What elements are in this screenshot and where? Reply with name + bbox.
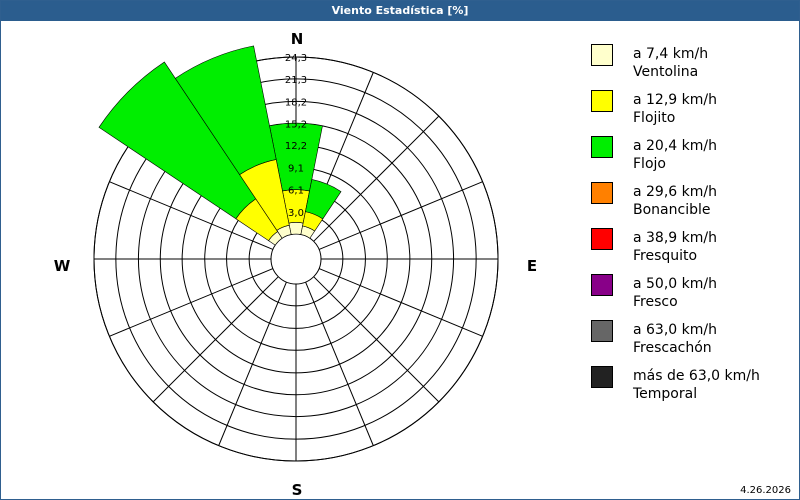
wind-bar-segment <box>269 122 323 192</box>
legend-item: a 63,0 km/h Frescachón <box>589 317 799 363</box>
wind-bar-segment <box>174 45 277 176</box>
legend-label: a 63,0 km/h Frescachón <box>633 321 717 357</box>
grid-spoke <box>305 281 374 446</box>
legend-label: a 38,9 km/h Fresquito <box>633 229 717 265</box>
legend-swatch <box>591 182 613 204</box>
grid-spoke <box>318 181 483 250</box>
legend-label: a 29,6 km/h Bonancible <box>633 183 717 219</box>
legend-swatch <box>591 320 613 342</box>
legend-item: más de 63,0 km/h Temporal <box>589 363 799 409</box>
legend-swatch <box>591 366 613 388</box>
legend-item: a 29,6 km/h Bonancible <box>589 179 799 225</box>
legend-name: Bonancible <box>633 202 711 218</box>
legend: a 7,4 km/h Ventolina a 12,9 km/h Flojito… <box>589 41 799 409</box>
legend-item: a 7,4 km/h Ventolina <box>589 41 799 87</box>
grid-spoke <box>109 181 274 250</box>
legend-name: Flojito <box>633 110 676 126</box>
legend-speed: a 7,4 km/h <box>633 46 709 62</box>
compass-east: E <box>527 257 537 275</box>
grid-spoke <box>152 276 279 403</box>
legend-name: Flojo <box>633 156 666 172</box>
legend-name: Temporal <box>633 386 698 402</box>
radial-tick-label: 24,3 <box>285 53 307 64</box>
legend-speed: a 20,4 km/h <box>633 138 717 154</box>
legend-swatch <box>591 136 613 158</box>
radial-tick-label: 18,2 <box>285 97 307 108</box>
legend-label: más de 63,0 km/h Temporal <box>633 367 760 403</box>
legend-name: Frescachón <box>633 340 712 356</box>
legend-speed: a 63,0 km/h <box>633 322 717 338</box>
wind-bars <box>98 45 342 246</box>
legend-name: Ventolina <box>633 64 699 80</box>
legend-item: a 20,4 km/h Flojo <box>589 133 799 179</box>
legend-label: a 50,0 km/h Fresco <box>633 275 717 311</box>
wind-bar-segment <box>98 61 257 220</box>
legend-swatch <box>591 274 613 296</box>
compass-north: N <box>291 30 304 48</box>
grid-spoke <box>218 281 287 446</box>
wind-rose-chart: 24,3 21,3 18,2 15,2 12,2 9,1 6,1 3,0 N E S W <box>54 30 537 499</box>
legend-speed: más de 63,0 km/h <box>633 368 760 384</box>
radial-tick-label: 12,2 <box>285 141 307 152</box>
grid-spoke <box>313 115 440 242</box>
legend-label: a 7,4 km/h Ventolina <box>633 45 708 81</box>
grid-spoke <box>109 268 274 337</box>
legend-label: a 12,9 km/h Flojito <box>633 91 717 127</box>
legend-item: a 12,9 km/h Flojito <box>589 87 799 133</box>
grid-spoke <box>318 268 483 337</box>
legend-item: a 50,0 km/h Fresco <box>589 271 799 317</box>
legend-speed: a 38,9 km/h <box>633 230 717 246</box>
legend-name: Fresco <box>633 294 678 310</box>
legend-swatch <box>591 44 613 66</box>
legend-swatch <box>591 90 613 112</box>
legend-label: a 20,4 km/h Flojo <box>633 137 717 173</box>
grid-spoke <box>313 276 440 403</box>
legend-item: a 38,9 km/h Fresquito <box>589 225 799 271</box>
chart-date: 4.26.2026 <box>740 485 791 496</box>
radial-tick-label: 9,1 <box>288 164 304 175</box>
radial-tick-labels: 24,3 21,3 18,2 15,2 12,2 9,1 6,1 3,0 <box>285 53 307 219</box>
legend-speed: a 12,9 km/h <box>633 92 717 108</box>
polar-grid <box>93 56 499 462</box>
radial-tick-label: 6,1 <box>288 186 304 197</box>
compass-south: S <box>292 481 303 499</box>
legend-name: Fresquito <box>633 248 698 264</box>
wind-bar-segment <box>305 179 342 220</box>
compass-west: W <box>54 257 71 275</box>
radial-tick-label: 15,2 <box>285 119 307 130</box>
legend-swatch <box>591 228 613 250</box>
legend-speed: a 50,0 km/h <box>633 276 717 292</box>
radial-tick-label: 3,0 <box>288 208 304 219</box>
radial-tick-label: 21,3 <box>285 75 307 86</box>
window-title: Viento Estadística [%] <box>1 1 799 21</box>
legend-speed: a 29,6 km/h <box>633 184 717 200</box>
